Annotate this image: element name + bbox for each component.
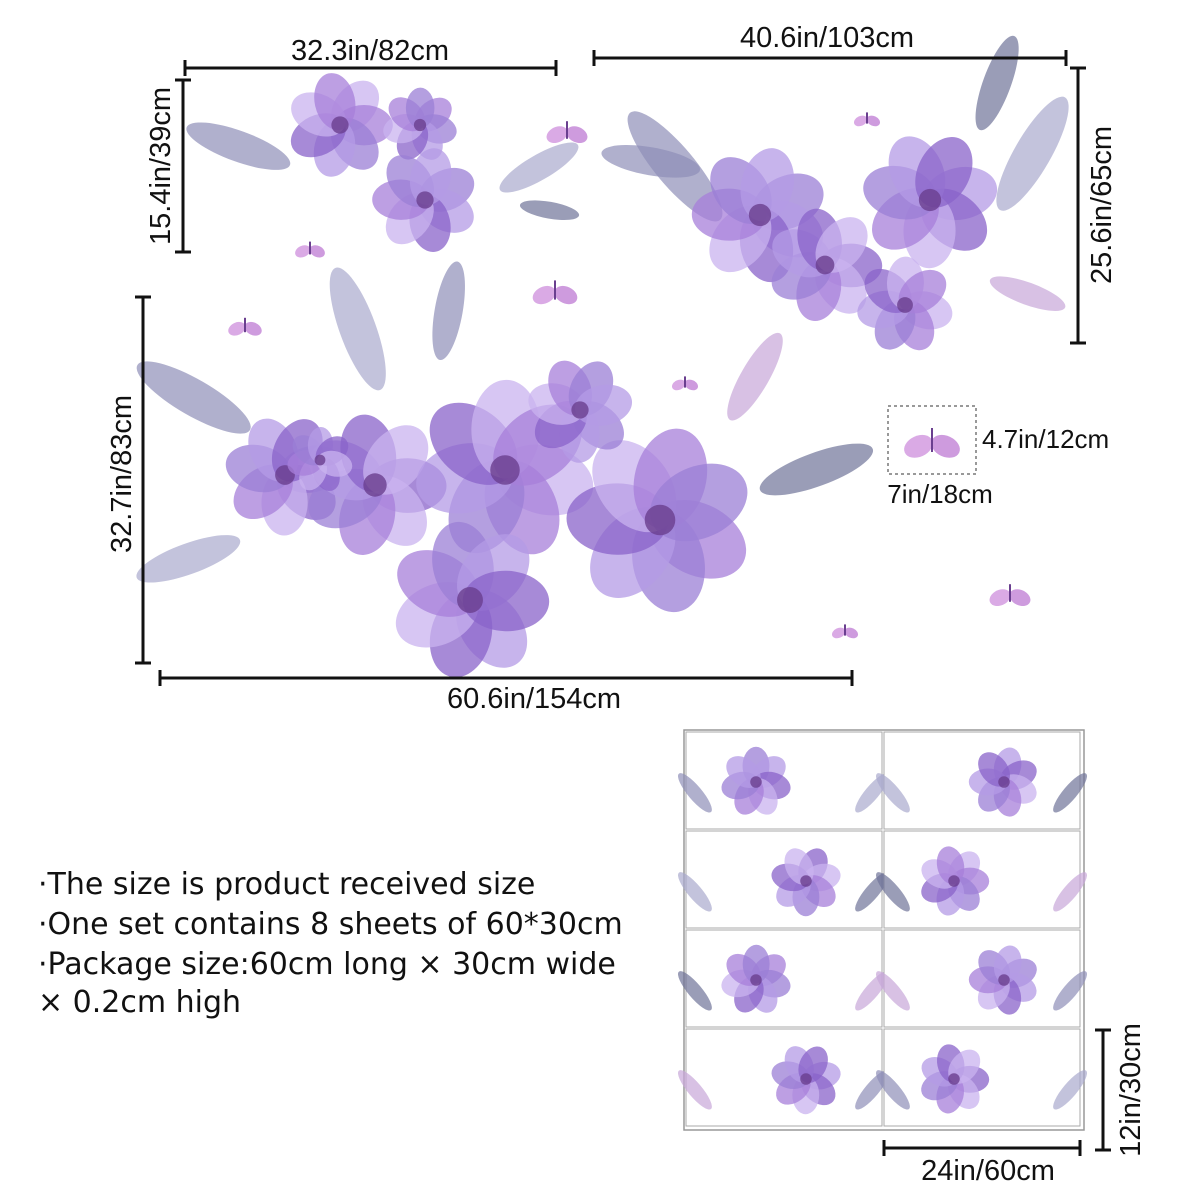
dimension-label: 60.6in/154cm xyxy=(447,683,621,715)
leaf xyxy=(519,200,580,220)
flower-center xyxy=(457,587,483,613)
leaf xyxy=(186,122,291,170)
flower-center xyxy=(800,1073,812,1085)
flower-center xyxy=(998,776,1010,788)
petal xyxy=(314,73,356,131)
butterfly-wing xyxy=(546,126,568,144)
flower-center xyxy=(416,191,434,209)
dimension-label: 7in/18cm xyxy=(887,479,993,509)
leaf xyxy=(136,361,251,434)
note-line: ·Package size:60cm long × 30cm wide xyxy=(38,947,616,982)
butterfly-wing xyxy=(532,285,556,305)
butterfly-wing xyxy=(566,126,588,144)
flower-center xyxy=(571,401,589,419)
butterfly-wing xyxy=(853,115,868,127)
leaf xyxy=(1053,872,1088,912)
dimension-label: 32.7in/83cm xyxy=(106,395,138,553)
butterfly-wing xyxy=(228,321,246,336)
leaf xyxy=(989,276,1066,311)
dimension-label: 40.6in/103cm xyxy=(740,22,914,54)
flower-center xyxy=(800,875,812,887)
dimension-label: 12in/30cm xyxy=(1115,1023,1147,1157)
flower-center xyxy=(331,116,349,134)
butterfly-wing xyxy=(866,115,881,127)
leaf xyxy=(875,773,910,813)
petal xyxy=(740,148,795,222)
floral-artwork xyxy=(136,35,1069,678)
note-line: × 0.2cm high xyxy=(38,985,241,1020)
petal xyxy=(409,148,452,206)
leaf xyxy=(677,971,712,1011)
leaf xyxy=(875,872,910,912)
leaf xyxy=(136,535,241,583)
butterfly-wing xyxy=(831,627,846,639)
butterfly-wing xyxy=(309,245,325,258)
flower-center xyxy=(490,455,520,485)
butterfly-wing xyxy=(295,245,311,258)
dimension-label: 25.6in/65cm xyxy=(1086,126,1118,284)
flower-center xyxy=(644,504,676,536)
leaf xyxy=(875,971,910,1011)
leaf xyxy=(499,142,579,193)
flower-center xyxy=(750,776,762,788)
dimension-label: 15.4in/39cm xyxy=(145,87,177,245)
note-line: ·One set contains 8 sheets of 60*30cm xyxy=(38,907,623,942)
butterfly-wing xyxy=(1009,589,1031,607)
flower-center xyxy=(750,974,762,986)
petal xyxy=(462,570,550,632)
flower-center xyxy=(948,875,960,887)
flower-center xyxy=(948,1073,960,1085)
leaf xyxy=(677,1070,712,1110)
leaf xyxy=(601,145,701,178)
leaf xyxy=(975,35,1019,131)
petal xyxy=(993,945,1022,984)
petal xyxy=(316,450,353,477)
butterfly-wing xyxy=(684,379,699,391)
note-line: ·The size is product received size xyxy=(38,867,535,902)
leaf xyxy=(996,96,1069,211)
flower-center xyxy=(363,473,387,497)
sheet-grid xyxy=(677,731,1088,1127)
flower-center xyxy=(748,203,772,227)
butterfly-wing xyxy=(931,434,960,458)
leaf xyxy=(1053,971,1088,1011)
flower-center xyxy=(413,118,427,132)
butterfly-wing xyxy=(904,434,933,458)
butterfly-wing xyxy=(671,379,686,391)
leaf xyxy=(1053,1070,1088,1110)
petal xyxy=(575,384,633,426)
dimension-label: 4.7in/12cm xyxy=(982,424,1109,454)
butterfly-wing xyxy=(989,589,1011,607)
flower-center xyxy=(998,974,1010,986)
leaf xyxy=(875,1070,910,1110)
butterfly-wing xyxy=(844,627,859,639)
petal xyxy=(742,944,770,984)
flower-center xyxy=(815,255,835,275)
butterfly-frame xyxy=(887,405,977,475)
dimension-label: 24in/60cm xyxy=(921,1155,1055,1187)
flower-center xyxy=(918,188,942,212)
flower-center xyxy=(897,297,913,313)
leaf xyxy=(727,332,783,421)
leaf xyxy=(329,267,386,391)
leaf xyxy=(432,261,465,361)
butterfly-wing xyxy=(554,285,578,305)
leaf xyxy=(677,773,712,813)
butterfly-wing xyxy=(244,321,262,336)
petal xyxy=(936,846,965,885)
dimension-label: 32.3in/82cm xyxy=(291,35,449,67)
leaf xyxy=(1053,773,1088,813)
leaf xyxy=(677,872,712,912)
flower-center xyxy=(314,454,326,466)
leaf xyxy=(759,443,874,496)
petal xyxy=(405,87,435,129)
